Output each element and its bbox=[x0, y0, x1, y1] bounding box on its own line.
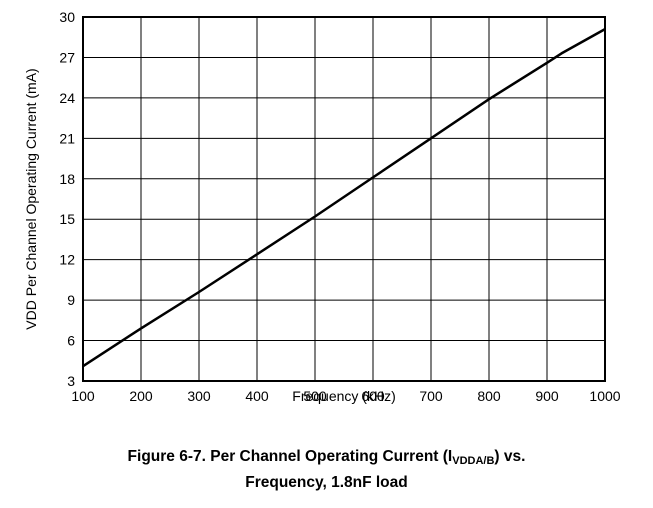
x-tick-label: 200 bbox=[129, 388, 153, 404]
y-tick-label: 15 bbox=[59, 211, 75, 227]
y-tick-label: 21 bbox=[59, 130, 75, 146]
y-tick-label: 6 bbox=[67, 333, 75, 349]
x-tick-label: 700 bbox=[419, 388, 443, 404]
x-tick-label: 900 bbox=[535, 388, 559, 404]
x-tick-label: 1000 bbox=[589, 388, 620, 404]
grid bbox=[82, 16, 606, 382]
x-tick-label: 600 bbox=[361, 388, 385, 404]
y-tick-label: 18 bbox=[59, 171, 75, 187]
y-axis-title: VDD Per Channel Operating Current (mA) bbox=[23, 68, 39, 329]
caption-text: Figure 6-7. Per Channel Operating Curren… bbox=[127, 448, 453, 465]
plot-frame bbox=[82, 16, 606, 382]
x-axis-title: Frequency (kHz) bbox=[292, 388, 395, 404]
caption-line-1: Figure 6-7. Per Channel Operating Curren… bbox=[0, 446, 653, 472]
x-tick-labels: 100 200 300 400 500 600 700 800 900 1000 bbox=[71, 388, 620, 404]
chart: 100 200 300 400 500 600 700 800 900 1000 3 6 9 12 15 1… bbox=[23, 9, 621, 404]
caption-subscript: VDDA/B bbox=[452, 455, 495, 467]
series-line-0 bbox=[82, 28, 606, 368]
y-tick-labels: 3 6 9 12 15 18 21 24 27 30 bbox=[59, 9, 75, 389]
y-tick-label: 3 bbox=[67, 373, 75, 389]
caption-line-2: Frequency, 1.8nF load bbox=[245, 474, 408, 491]
x-tick-label: 500 bbox=[303, 388, 327, 404]
y-tick-label: 9 bbox=[67, 292, 75, 308]
y-tick-label: 27 bbox=[59, 49, 75, 65]
figure-caption: Figure 6-7. Per Channel Operating Curren… bbox=[0, 446, 653, 493]
x-tick-label: 100 bbox=[71, 388, 95, 404]
caption-text-end: ) vs. bbox=[494, 448, 526, 465]
y-tick-label: 30 bbox=[59, 9, 75, 25]
x-tick-label: 400 bbox=[245, 388, 269, 404]
y-tick-label: 12 bbox=[59, 252, 75, 268]
x-tick-label: 300 bbox=[187, 388, 211, 404]
series bbox=[82, 28, 606, 368]
x-tick-label: 800 bbox=[477, 388, 501, 404]
y-tick-label: 24 bbox=[59, 90, 75, 106]
